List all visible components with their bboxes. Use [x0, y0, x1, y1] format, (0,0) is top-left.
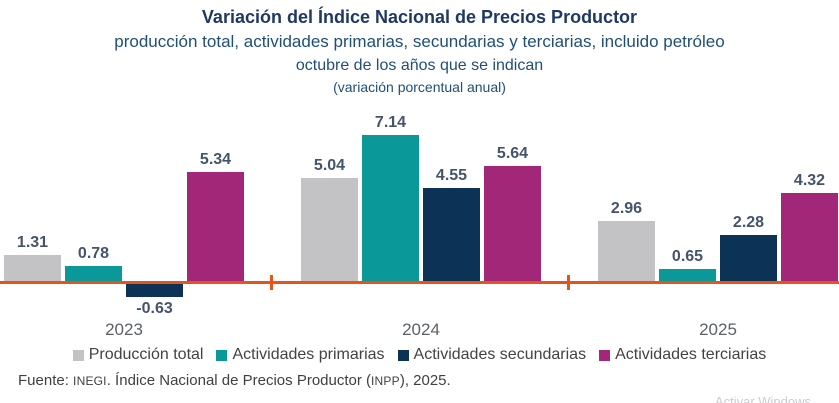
source-suffix: ), 2025.	[399, 372, 451, 389]
legend-swatch-icon	[599, 349, 611, 361]
category-label-2025: 2025	[699, 320, 737, 339]
x-axis-tick	[567, 275, 570, 290]
activate-windows-watermark: Activar Windows	[714, 394, 811, 403]
subtitle-line-1: producción total, actividades primarias,…	[114, 31, 725, 51]
bar-value-label: 5.34	[199, 151, 232, 168]
subtitle-line-2: octubre de los años que se indican	[295, 56, 544, 74]
bar-value-label: 1.31	[16, 234, 49, 251]
bar-2024-series-3	[484, 166, 541, 282]
x-axis-tick	[270, 275, 273, 290]
bar-value-label: 5.04	[313, 157, 346, 174]
source-prefix: Fuente:	[18, 372, 74, 389]
legend-label: Producción total	[88, 346, 204, 363]
bar-2025-series-0	[598, 221, 655, 282]
bar-value-label: 0.65	[671, 248, 704, 265]
legend-item-3: Actividades terciarias	[599, 346, 766, 364]
bar-2023-series-1	[65, 266, 122, 282]
legend-label: Actividades primarias	[232, 346, 385, 363]
bar-2025-series-2	[720, 235, 777, 282]
bar-2023-series-0	[4, 255, 61, 282]
bar-2023-series-2	[126, 284, 183, 297]
legend-label: Actividades secundarias	[413, 346, 587, 363]
bar-2024-series-2	[423, 188, 480, 282]
bar-value-label: 2.96	[610, 200, 643, 217]
legend-label: Actividades terciarias	[615, 346, 767, 363]
bar-2024-series-0	[301, 178, 358, 282]
legend-item-1: Actividades primarias	[216, 346, 385, 364]
bar-2025-series-1	[659, 269, 716, 282]
bar-chart: 1.31 5.04 2.96 0.78 7.14 0.65 -0.63 4.55 2.28 5.3…	[0, 110, 839, 345]
bar-value-label: 0.78	[77, 245, 110, 262]
chart-header: Variación del Índice Nacional de Precios…	[0, 0, 839, 95]
page-title: Variación del Índice Nacional de Precios…	[201, 7, 638, 27]
bar-2025-series-3	[781, 193, 838, 282]
legend-swatch-icon	[216, 349, 228, 361]
category-label-2023: 2023	[105, 320, 143, 339]
chart-legend: Producción total Actividades primarias Act…	[0, 346, 839, 364]
legend-swatch-icon	[397, 349, 409, 361]
x-axis-line	[0, 281, 839, 284]
bar-value-label: 5.64	[496, 145, 529, 162]
subtitle-line-3: (variación porcentual anual)	[333, 78, 506, 95]
bar-value-label: 2.28	[732, 214, 765, 231]
bar-value-label: 4.32	[793, 172, 826, 189]
source-inegi: INEGI	[73, 374, 107, 388]
bar-value-label: 7.14	[374, 114, 407, 131]
legend-swatch-icon	[72, 349, 84, 361]
category-label-2024: 2024	[402, 320, 440, 339]
bar-2024-series-1	[362, 135, 419, 282]
source-note: Fuente: INEGI. Índice Nacional de Precio…	[18, 372, 451, 389]
source-mid: . Índice Nacional de Precios Productor (	[106, 372, 372, 389]
legend-item-2: Actividades secundarias	[397, 346, 587, 364]
source-inpp: INPP	[371, 374, 400, 388]
bar-value-label: -0.63	[136, 300, 173, 317]
bar-value-label: 4.55	[435, 167, 468, 184]
legend-item-0: Producción total	[72, 346, 204, 364]
bar-2023-series-3	[187, 172, 244, 282]
